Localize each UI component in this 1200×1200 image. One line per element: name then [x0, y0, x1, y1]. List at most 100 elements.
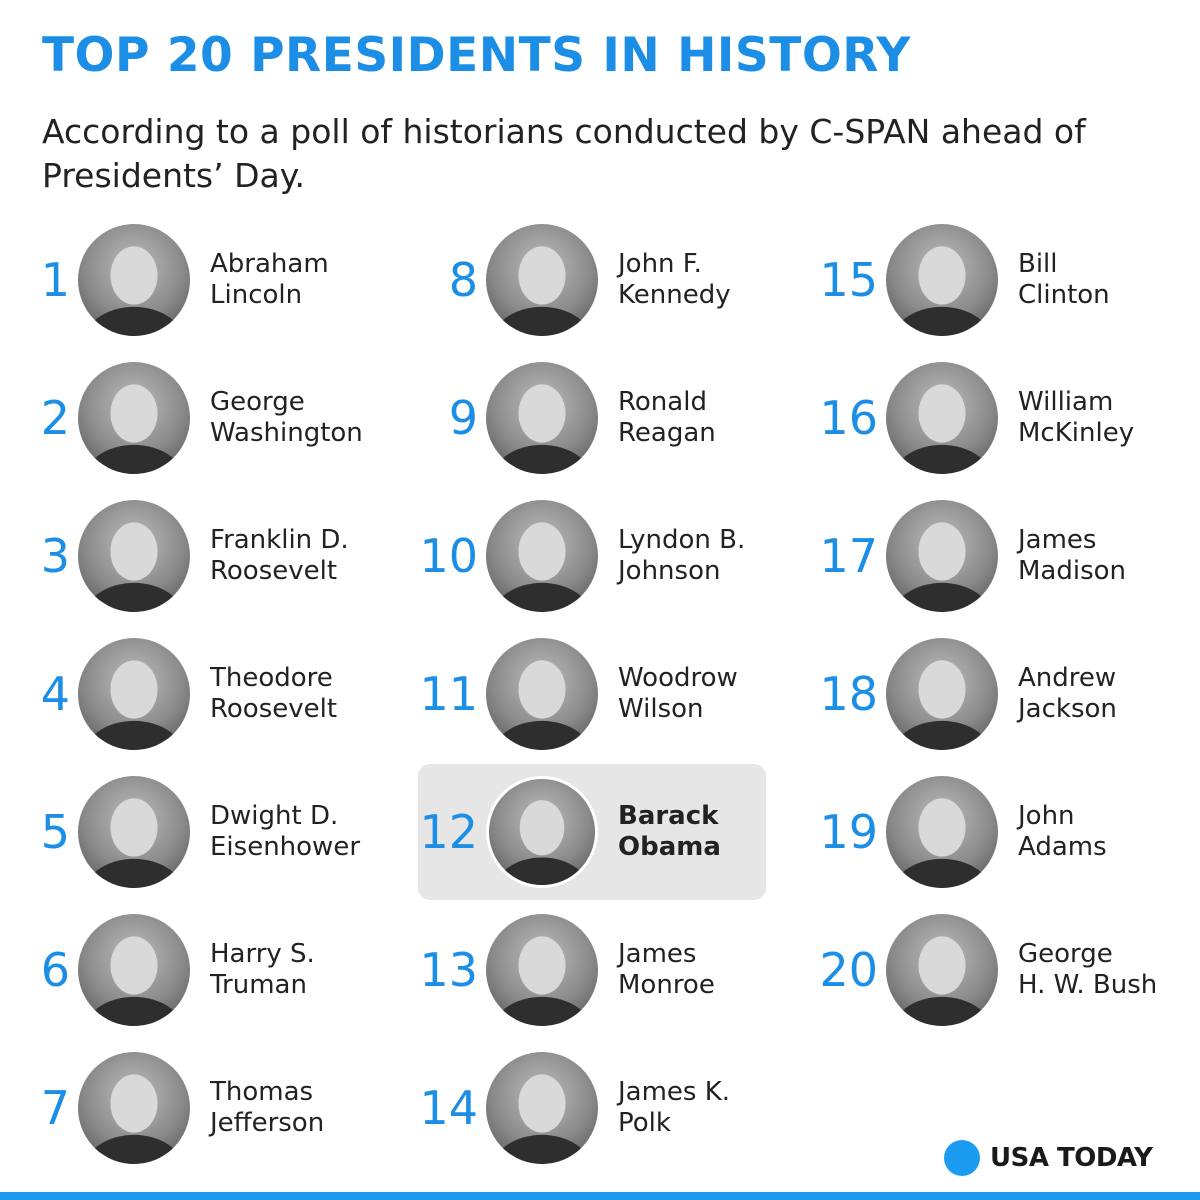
president-item-1: 1 Abraham Lincoln [0, 224, 360, 336]
portrait-photo [886, 500, 998, 612]
president-name: Lyndon B. Johnson [618, 525, 746, 586]
portrait-photo [486, 776, 598, 888]
rank-number: 5 [40, 805, 70, 859]
president-item-20: 20 George H. W. Bush [808, 914, 1168, 1026]
portrait-silhouette-icon [891, 246, 993, 336]
rank-number: 17 [819, 529, 878, 583]
portrait-photo [78, 362, 190, 474]
portrait-silhouette-icon [83, 246, 185, 336]
rank-number: 8 [448, 253, 478, 307]
president-item-9: 9 Ronald Reagan [408, 362, 768, 474]
page-title: TOP 20 PRESIDENTS IN HISTORY [42, 28, 911, 83]
rank-number: 2 [40, 391, 70, 445]
page-subtitle: According to a poll of historians conduc… [42, 112, 1086, 195]
portrait-photo [886, 776, 998, 888]
rank-number: 14 [419, 1081, 478, 1135]
president-item-3: 3 Franklin D. Roosevelt [0, 500, 360, 612]
president-item-18: 18 Andrew Jackson [808, 638, 1168, 750]
president-name: George H. W. Bush [1018, 939, 1158, 1000]
president-item-5: 5 Dwight D. Eisenhower [0, 776, 360, 888]
portrait-silhouette-icon [491, 384, 593, 474]
portrait-silhouette-icon [494, 800, 590, 885]
portrait-silhouette-icon [891, 522, 993, 612]
rank-number: 13 [419, 943, 478, 997]
president-name: James Monroe [618, 939, 715, 1000]
rank-number: 10 [419, 529, 478, 583]
president-item-17: 17 James Madison [808, 500, 1168, 612]
portrait-photo [78, 500, 190, 612]
president-name: James Madison [1018, 525, 1127, 586]
president-item-13: 13 James Monroe [408, 914, 768, 1026]
rank-number: 19 [819, 805, 878, 859]
rank-number: 6 [40, 943, 70, 997]
portrait-photo [886, 224, 998, 336]
president-item-19: 19 John Adams [808, 776, 1168, 888]
president-item-15: 15 Bill Clinton [808, 224, 1168, 336]
president-item-4: 4 Theodore Roosevelt [0, 638, 360, 750]
president-item-7: 7 Thomas Jefferson [0, 1052, 360, 1164]
president-name: George Washington [210, 387, 363, 448]
portrait-photo [886, 914, 998, 1026]
president-name: Thomas Jefferson [210, 1077, 325, 1138]
president-name: James K. Polk [618, 1077, 731, 1138]
logo-dot-icon [944, 1140, 980, 1176]
president-item-6: 6 Harry S. Truman [0, 914, 360, 1026]
portrait-silhouette-icon [491, 660, 593, 750]
president-name: Andrew Jackson [1018, 663, 1117, 724]
rank-number: 12 [419, 805, 478, 859]
portrait-photo [486, 1052, 598, 1164]
president-item-8: 8 John F. Kennedy [408, 224, 768, 336]
portrait-photo [486, 638, 598, 750]
rank-number: 18 [819, 667, 878, 721]
president-name: Franklin D. Roosevelt [210, 525, 349, 586]
portrait-photo [78, 224, 190, 336]
president-name: Abraham Lincoln [210, 249, 329, 310]
portrait-silhouette-icon [83, 936, 185, 1026]
portrait-silhouette-icon [83, 522, 185, 612]
portrait-photo [486, 224, 598, 336]
portrait-silhouette-icon [891, 936, 993, 1026]
rank-number: 3 [40, 529, 70, 583]
rank-number: 9 [448, 391, 478, 445]
portrait-photo [78, 638, 190, 750]
bottom-rule [0, 1192, 1200, 1200]
president-name: John Adams [1018, 801, 1107, 862]
rank-number: 15 [819, 253, 878, 307]
portrait-silhouette-icon [491, 1074, 593, 1164]
rank-number: 4 [40, 667, 70, 721]
rank-number: 20 [819, 943, 878, 997]
portrait-silhouette-icon [891, 798, 993, 888]
portrait-photo [78, 1052, 190, 1164]
president-name: William McKinley [1018, 387, 1135, 448]
portrait-silhouette-icon [891, 384, 993, 474]
portrait-photo [486, 500, 598, 612]
president-name: Bill Clinton [1018, 249, 1110, 310]
president-name: John F. Kennedy [618, 249, 731, 310]
president-item-11: 11 Woodrow Wilson [408, 638, 768, 750]
president-name: Harry S. Truman [210, 939, 315, 1000]
portrait-silhouette-icon [491, 936, 593, 1026]
portrait-photo [486, 914, 598, 1026]
president-name: Theodore Roosevelt [210, 663, 338, 724]
president-name: Ronald Reagan [618, 387, 716, 448]
president-item-2: 2 George Washington [0, 362, 363, 474]
portrait-photo [886, 362, 998, 474]
president-item-10: 10 Lyndon B. Johnson [408, 500, 768, 612]
logo-text: USA TODAY [990, 1143, 1153, 1173]
rank-number: 11 [419, 667, 478, 721]
portrait-silhouette-icon [83, 1074, 185, 1164]
president-name: Woodrow Wilson [618, 663, 738, 724]
president-item-16: 16 William McKinley [808, 362, 1168, 474]
portrait-photo [886, 638, 998, 750]
portrait-photo [78, 776, 190, 888]
president-item-12: 12 Barack Obama [408, 776, 768, 888]
portrait-silhouette-icon [491, 522, 593, 612]
portrait-silhouette-icon [83, 660, 185, 750]
rank-number: 7 [40, 1081, 70, 1135]
portrait-silhouette-icon [83, 798, 185, 888]
rank-number: 1 [40, 253, 70, 307]
portrait-photo [78, 914, 190, 1026]
president-name: Barack Obama [618, 801, 721, 862]
usa-today-logo: USA TODAY [944, 1140, 1153, 1176]
rank-number: 16 [819, 391, 878, 445]
